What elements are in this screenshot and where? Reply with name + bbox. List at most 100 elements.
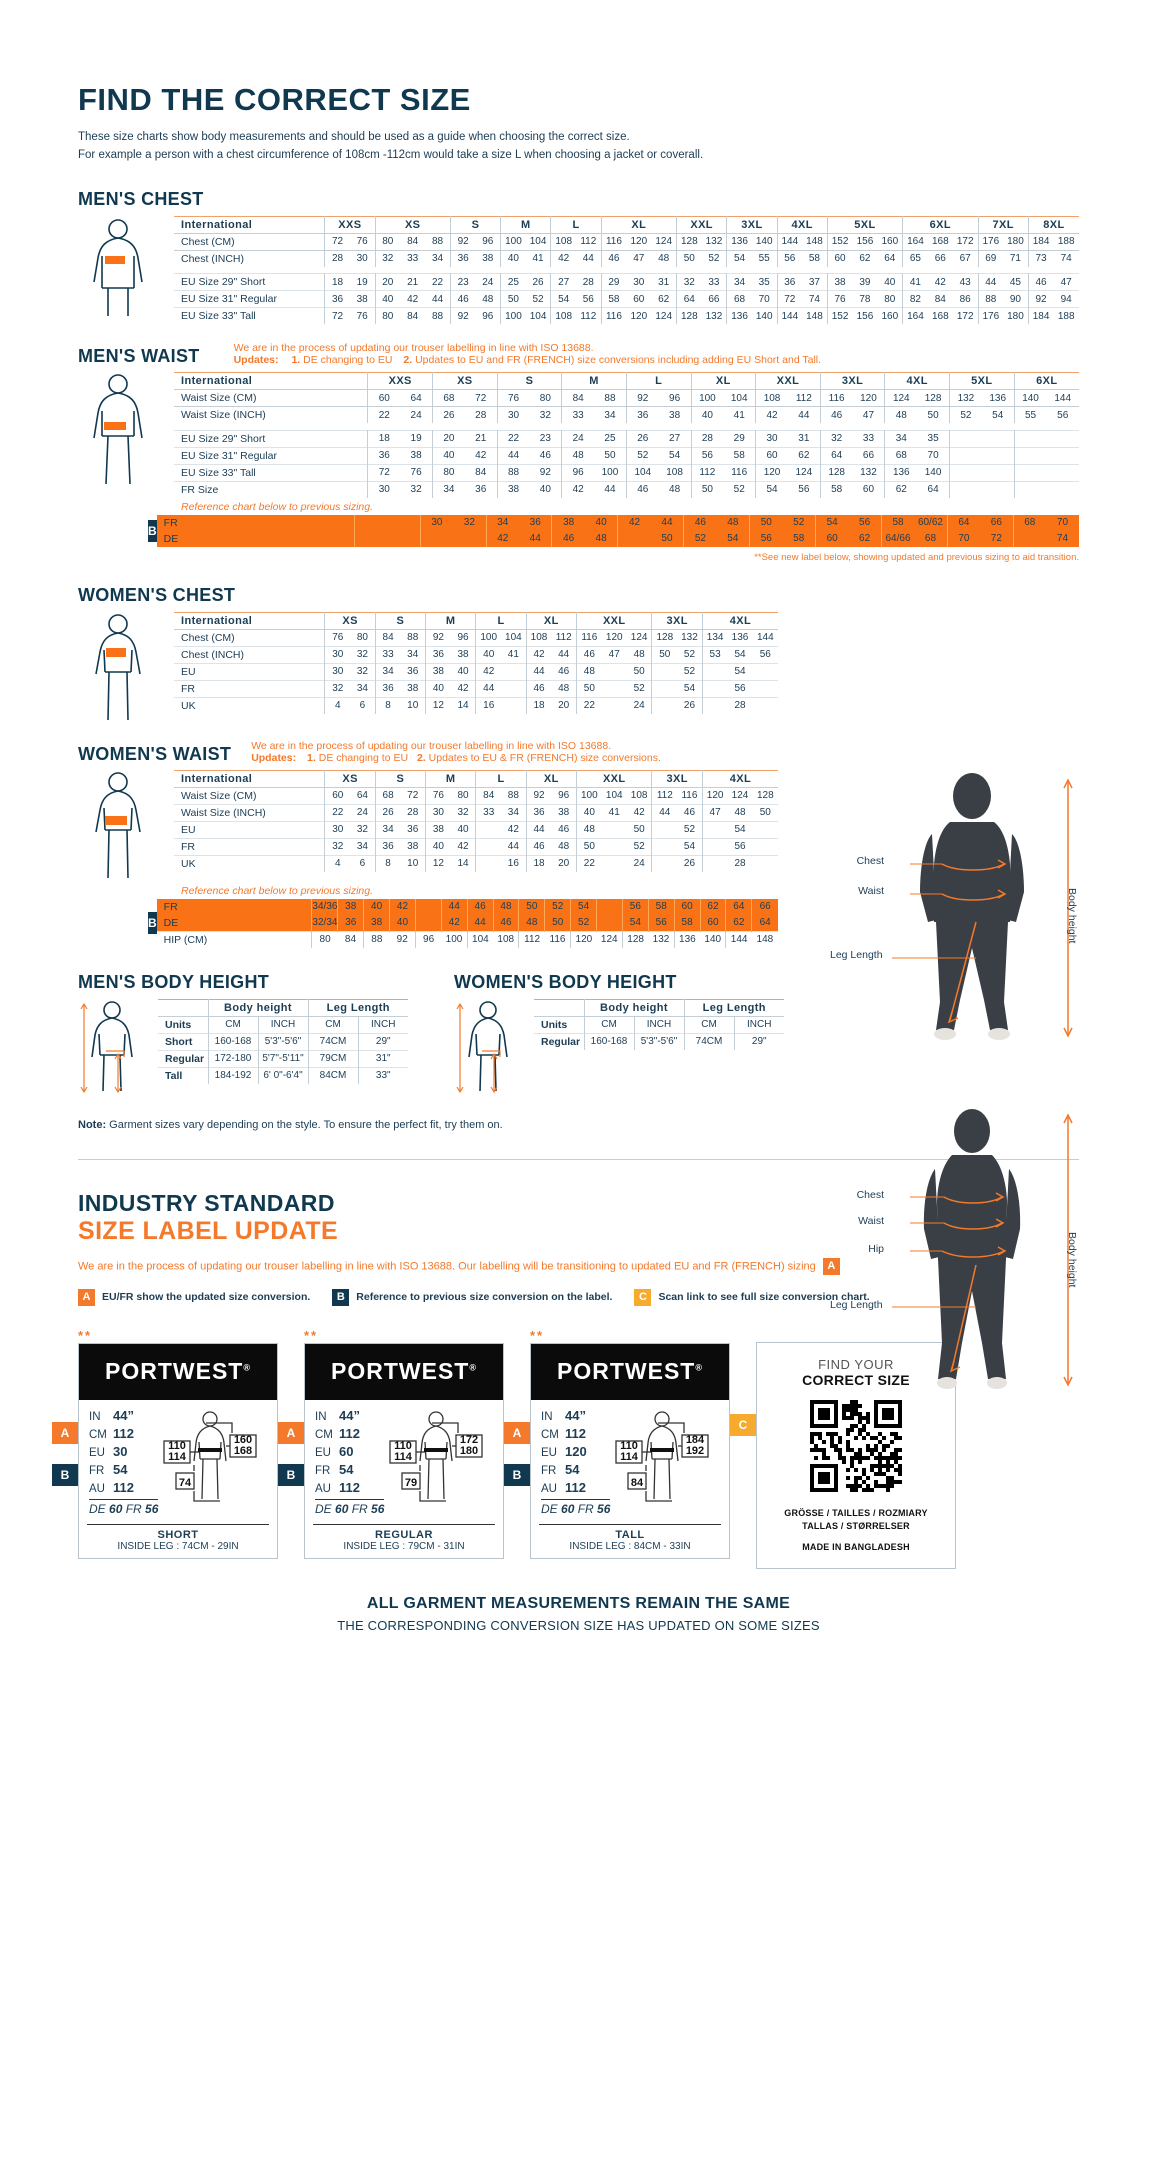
label-spec-row: IN 44” [89, 1407, 158, 1425]
table-cell: 64 [884, 253, 896, 265]
table-cell: 44 [496, 447, 530, 465]
label-figure: 110 114 160 168 74 [162, 1407, 258, 1519]
table-row: Regular 172-180 5'7"-5'11" 79CM 31" [158, 1050, 408, 1068]
table-cell: 24 [482, 276, 494, 288]
table-cell: 52 [683, 824, 696, 836]
label-spec-list: IN 44” CM 112 EU 30 FR 54 AU 112 DE 60 FR 56 [89, 1407, 159, 1519]
table-cell: 58 [673, 914, 701, 932]
table-cell: 12 [425, 855, 451, 872]
table-cell: 60 [755, 447, 788, 465]
table-cell: 60 [814, 530, 849, 547]
table-cell: Chest (INCH) [181, 648, 245, 661]
table-cell: 48 [716, 514, 750, 531]
table-cell: 50 [650, 530, 684, 547]
table-cell [982, 447, 1014, 464]
table-cell: 96 [414, 931, 442, 948]
table-cell [602, 697, 627, 714]
table-cell: Body height [207, 999, 308, 1017]
table-row: FR 32 34 36 38 40 42 44 46 48 50 52 54 56 [174, 680, 778, 698]
table-cell: 168 [931, 236, 949, 248]
table-cell: 54 [734, 649, 746, 661]
table-cell [419, 530, 454, 547]
qr-title-2: CORRECT SIZE [802, 1371, 910, 1388]
spec-key: CM [541, 1428, 559, 1441]
table-cell: 24 [633, 700, 645, 712]
table-cell: XL [690, 372, 756, 390]
table-cell: 50 [633, 666, 645, 678]
table-cell: International [181, 614, 253, 627]
table-cell: 72 [367, 464, 401, 482]
table-cell: 19 [410, 433, 422, 445]
table-cell: 32 [453, 514, 487, 531]
spec-value: 112 [339, 1480, 360, 1496]
table-cell: 120 [605, 632, 623, 644]
table-cell: 92 [425, 629, 451, 647]
table-cell: 84 [344, 934, 357, 946]
table-cell: FR Size [181, 483, 219, 496]
table-cell: 104 [529, 310, 547, 322]
table-cell: 54 [814, 514, 849, 531]
table-cell: 132 [681, 632, 698, 644]
table-cell: 14 [457, 700, 469, 712]
table-cell: 92 [539, 467, 551, 479]
table-cell: 22 [496, 430, 530, 448]
table-cell: 40 [539, 484, 551, 496]
table-cell: 68 [431, 389, 465, 407]
table-cell: 124 [655, 236, 673, 248]
table-cell: 92 [1027, 290, 1054, 308]
table-cell: 46 [683, 514, 717, 531]
label-footer: REGULAR INSIDE LEG : 79CM - 31IN [313, 1524, 495, 1552]
table-cell: 68 [884, 447, 918, 465]
table-cell: 46 [625, 481, 659, 498]
table-cell [651, 838, 678, 856]
table-cell: 88 [496, 464, 530, 482]
table-cell: INCH [733, 1016, 784, 1034]
table-cell: International [181, 772, 253, 785]
table-cell: EU Size 33" Tall [181, 466, 256, 479]
table-cell: 132 [948, 389, 982, 407]
table-cell [753, 855, 778, 872]
spec-value: 54 [339, 1462, 354, 1478]
table-cell: 30 [324, 646, 351, 664]
industry-key-item: C Scan link to see full size conversion c… [634, 1288, 870, 1306]
svg-text:114: 114 [621, 1451, 640, 1463]
table-cell: 36 [625, 406, 659, 424]
table-cell [982, 481, 1014, 498]
table-cell: 80 [311, 931, 338, 948]
table-cell: 48 [482, 293, 494, 305]
table-cell: Chest (CM) [181, 235, 235, 248]
female-label-chest: Chest [856, 1189, 884, 1201]
industry-key-list: A EU/FR show the updated size conversion.… [78, 1288, 1079, 1306]
table-cell: 108 [630, 790, 648, 802]
table-cell: 30 [755, 430, 788, 448]
table-cell: 42 [507, 824, 519, 836]
table-cell: 64 [356, 790, 368, 802]
table-cell: 69 [977, 250, 1004, 267]
table-cell: 184 [1027, 233, 1054, 251]
table-cell: 56 [848, 514, 882, 531]
table-cell [387, 530, 421, 547]
qr-code[interactable] [810, 1399, 902, 1497]
table-cell: 180 [1007, 236, 1024, 248]
womens-waist-table: International XS S M L XL XXL 3XL 4XL Waist Size … [174, 770, 778, 872]
table-cell [982, 464, 1014, 481]
brand-name: PORTWEST® [557, 1358, 703, 1385]
table-cell: 26 [683, 858, 696, 870]
table-cell: 24 [633, 858, 645, 870]
table-cell: 18 [324, 273, 350, 291]
table-cell: 50 [927, 409, 939, 421]
table-cell [501, 663, 526, 680]
table-cell: 4XL [701, 612, 778, 630]
spec-key: CM [315, 1428, 333, 1441]
table-cell: 80 [356, 632, 368, 644]
update-1-text-w: DE changing to EU [318, 751, 409, 764]
table-cell: 96 [558, 790, 570, 802]
table-cell: INCH [357, 1016, 408, 1034]
table-cell: 44 [651, 804, 678, 822]
table-cell: 16 [475, 697, 502, 714]
table-cell: 66 [751, 898, 778, 915]
table-cell: 100 [500, 233, 526, 251]
size-label-card: PORTWEST® IN 44” CM 112 EU 30 FR 54 AU 112 DE 60 FR… [78, 1342, 278, 1560]
table-cell: 62 [848, 530, 882, 547]
table-cell: 68 [914, 530, 948, 547]
